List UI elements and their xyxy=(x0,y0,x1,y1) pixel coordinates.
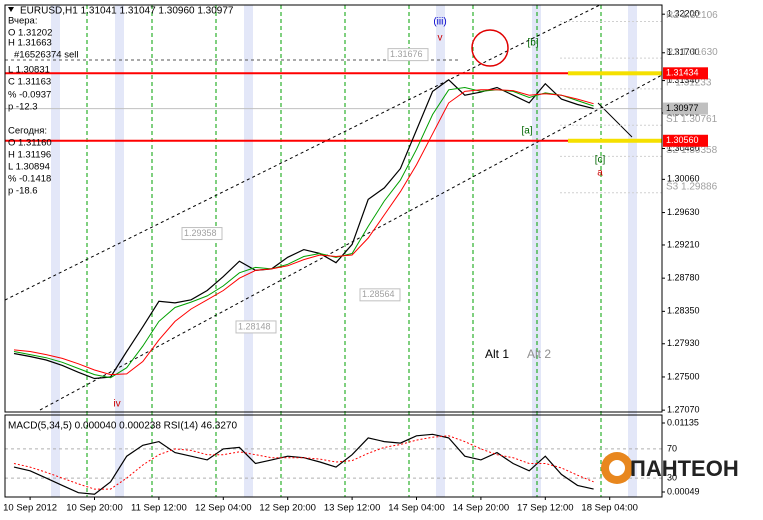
pivot-label: S2 1.30358 xyxy=(666,145,718,156)
x-tick-label: 13 Sep 12:00 xyxy=(324,503,381,514)
wave-label: Alt 2 xyxy=(527,347,551,361)
info-line: Вчера: xyxy=(8,16,37,27)
x-tick-label: 12 Sep 20:00 xyxy=(259,503,316,514)
y-tick-label: 1.31700 xyxy=(667,47,700,57)
series-line xyxy=(13,433,594,495)
y-tick-label: 1.27930 xyxy=(667,338,700,348)
info-line: % -0.0937 xyxy=(8,90,51,101)
level-label: 1.31434 xyxy=(666,68,699,78)
wave-label: Alt 1 xyxy=(485,347,509,361)
y-tick-label: 70 xyxy=(667,443,677,453)
info-line: Сегодня: xyxy=(8,126,47,137)
price-label: 1.28564 xyxy=(362,289,395,299)
wave-label: (iii) xyxy=(433,17,446,28)
logo-mark xyxy=(609,460,625,476)
level-label: 1.30560 xyxy=(666,135,699,145)
wave-label: v xyxy=(438,33,443,44)
main-frame xyxy=(4,4,663,413)
time-separators xyxy=(86,5,602,497)
y-tick-label: 1.29210 xyxy=(667,239,700,249)
info-line: p -18.6 xyxy=(8,186,38,197)
x-tick-label: 10 Sep 20:00 xyxy=(66,503,123,514)
x-tick-label: 17 Sep 12:00 xyxy=(517,503,574,514)
sub-frame xyxy=(4,414,663,498)
info-line: O 1.31160 xyxy=(8,138,52,149)
x-tick-label: 10 Sep 2012 xyxy=(3,503,57,514)
y-tick-label: 1.28780 xyxy=(667,273,700,283)
y2-tick-label: 0.01135 xyxy=(667,417,699,427)
y-tick-label: 1.30060 xyxy=(667,174,700,184)
pivot-label: R2 1.32106 xyxy=(666,10,718,21)
price-label: 1.31676 xyxy=(390,49,423,59)
y-tick-label: 1.27500 xyxy=(667,371,700,381)
series-group xyxy=(13,79,594,380)
x-tick-label: 14 Sep 20:00 xyxy=(453,503,510,514)
y-tick-label: 30 xyxy=(667,472,677,482)
wave-label: [a] xyxy=(521,126,532,137)
level-highlight xyxy=(568,71,662,76)
x-tick-label: 12 Sep 04:00 xyxy=(195,503,252,514)
pivot-label: S3 1.29886 xyxy=(666,181,718,192)
y-tick-label: 1.29630 xyxy=(667,207,700,217)
logo: ПАНТЕОН xyxy=(601,452,739,484)
series-line xyxy=(13,435,594,490)
info-line: #16526374 sell xyxy=(14,50,78,61)
series-line xyxy=(13,79,594,380)
pivot-label: P 1.31233 xyxy=(666,77,712,88)
info-line: C 1.31163 xyxy=(8,77,51,88)
wave-label: [c] xyxy=(595,155,606,166)
logo-text: ПАНТЕОН xyxy=(630,456,739,481)
chart-title: EURUSD,H1 1.31041 1.31047 1.30960 1.3097… xyxy=(20,6,234,17)
highlight-circle xyxy=(471,29,509,67)
x-tick-label: 14 Sep 04:00 xyxy=(388,503,445,514)
price-label-box xyxy=(359,288,401,302)
indicator-title: MACD(5,34,5) 0.000040 0.000238 RSI(14) 4… xyxy=(8,421,237,432)
level-box xyxy=(663,102,708,115)
price-label-box xyxy=(181,227,223,241)
series-group xyxy=(13,433,594,495)
price-label: 1.28148 xyxy=(238,321,271,331)
pivot-label: R1 1.31630 xyxy=(666,47,718,58)
y2-tick-label: 0.00049 xyxy=(667,486,700,496)
level-highlight xyxy=(568,138,662,143)
y-tick-label: 1.31340 xyxy=(667,75,700,85)
y-tick-label: 1.28350 xyxy=(667,306,700,316)
y-tick-label: 1.30460 xyxy=(667,143,700,153)
level-label: 1.30977 xyxy=(666,103,699,113)
price-label-box xyxy=(387,48,429,62)
y-tick-label: 1.32200 xyxy=(667,9,700,19)
level-box xyxy=(663,67,708,80)
level-box xyxy=(663,134,708,147)
info-line: H 1.31663 xyxy=(8,38,52,49)
x-tick-label: 18 Sep 04:00 xyxy=(581,503,638,514)
price-label-box xyxy=(235,320,277,334)
info-line: L 1.30831 xyxy=(8,65,50,76)
y-tick-label: 1.27070 xyxy=(667,405,700,415)
x-tick-label: 11 Sep 12:00 xyxy=(131,503,187,514)
title-icon xyxy=(8,7,14,12)
info-line: % -0.1418 xyxy=(8,174,51,185)
info-line: p -12.3 xyxy=(8,102,38,113)
info-line: O 1.31202 xyxy=(8,28,52,39)
wave-label: [b] xyxy=(527,38,538,49)
series-line xyxy=(13,89,594,376)
info-line: H 1.31196 xyxy=(8,150,51,161)
pivot-label: S1 1.30761 xyxy=(666,114,718,125)
wave-label: iv xyxy=(113,399,120,410)
indicator-panel: 70 30 0.01135 0.00049 xyxy=(5,417,700,496)
price-panel: 1.322001.317001.313401.309201.304601.300… xyxy=(3,9,718,514)
wave-label: a xyxy=(597,168,603,179)
info-line: L 1.30894 xyxy=(8,162,50,173)
price-label: 1.29358 xyxy=(184,228,217,238)
